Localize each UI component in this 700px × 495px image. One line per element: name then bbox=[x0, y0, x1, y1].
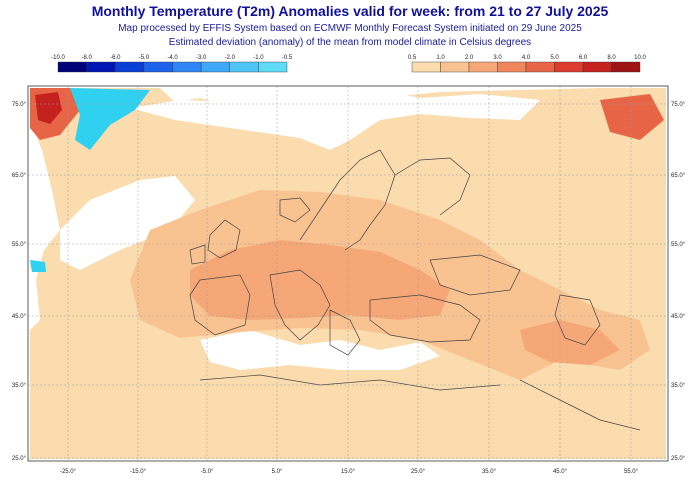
coastlines bbox=[189, 149, 641, 431]
lon-label: 25.0° bbox=[411, 469, 426, 475]
warm-scale-swatch bbox=[411, 61, 441, 73]
cold-scale-swatch bbox=[86, 61, 116, 73]
warm-scale-swatch bbox=[440, 61, 470, 73]
lat-label: 65.0° bbox=[671, 173, 686, 179]
anomaly-region-strong bbox=[190, 240, 450, 320]
warm-scale-label: 6.0 bbox=[579, 55, 588, 61]
cold-scale-label: -0.5 bbox=[282, 55, 293, 61]
cold-scale-swatch bbox=[172, 61, 202, 73]
cold-scale-swatch bbox=[57, 61, 87, 73]
warm-scale-swatch bbox=[611, 61, 641, 73]
lat-label: 25.0° bbox=[12, 456, 27, 462]
cold-scale-label: -1.0 bbox=[253, 55, 264, 61]
cold-scale-label: -6.0 bbox=[110, 55, 121, 61]
warm-scale-swatch bbox=[554, 61, 584, 73]
warm-scale-label: 1.0 bbox=[436, 55, 445, 61]
lat-label: 75.0° bbox=[12, 102, 27, 108]
lon-label: -15.0° bbox=[130, 469, 147, 475]
warm-scale-label: 10.0 bbox=[634, 55, 646, 61]
cold-scale-swatch bbox=[115, 61, 145, 73]
cold-scale-label: -10.0 bbox=[51, 55, 65, 61]
lat-label: 25.0° bbox=[671, 456, 686, 462]
anomaly-region-dark-greenland bbox=[35, 92, 62, 124]
cold-scale-label: -2.0 bbox=[225, 55, 236, 61]
graticule bbox=[28, 86, 668, 461]
map-subtitle-processing: Map processed by EFFIS System based on E… bbox=[118, 23, 582, 34]
lon-label: -5.0° bbox=[201, 469, 214, 475]
latitude-labels-right: 75.0° 65.0° 55.0° 45.0° 35.0° 25.0° bbox=[671, 102, 686, 462]
anomaly-region-cold-west bbox=[30, 260, 46, 272]
ocean-cutout-west bbox=[60, 176, 195, 270]
anomaly-map: -25.0° -15.0° -5.0° 5.0° 15.0° 25.0° 35.… bbox=[12, 85, 686, 475]
lat-label: 35.0° bbox=[671, 383, 686, 389]
anomaly-region-cold bbox=[70, 88, 150, 150]
cold-scale-swatch bbox=[229, 61, 259, 73]
warm-scale-label: 4.0 bbox=[522, 55, 531, 61]
lon-label: -25.0° bbox=[60, 469, 77, 475]
warm-scale-label: 0.5 bbox=[408, 55, 417, 61]
warm-scale-label: 8.0 bbox=[607, 55, 616, 61]
warm-scale-label: 2.0 bbox=[465, 55, 474, 61]
map-title: Monthly Temperature (T2m) Anomalies vali… bbox=[91, 3, 609, 19]
warm-scale-swatch bbox=[468, 61, 498, 73]
lon-label: 55.0° bbox=[624, 469, 639, 475]
ocean-cutout-north bbox=[130, 90, 540, 150]
anomaly-field bbox=[30, 88, 666, 459]
cold-anomaly-scale: -10.0 -8.0 -6.0 -5.0 -4.0 -3.0 -2.0 -1.0 -0.5 bbox=[51, 55, 293, 73]
warm-scale-label: 3.0 bbox=[493, 55, 502, 61]
cold-scale-label: -3.0 bbox=[196, 55, 207, 61]
lon-label: 35.0° bbox=[482, 469, 497, 475]
cold-scale-swatch bbox=[200, 61, 230, 73]
cold-scale-label: -4.0 bbox=[167, 55, 178, 61]
warm-scale-swatch bbox=[497, 61, 527, 73]
lat-label: 65.0° bbox=[12, 173, 27, 179]
warm-scale-swatch bbox=[582, 61, 612, 73]
lat-label: 45.0° bbox=[671, 314, 686, 320]
warm-scale-swatch bbox=[525, 61, 555, 73]
latitude-labels-left: 75.0° 65.0° 55.0° 45.0° 35.0° 25.0° bbox=[12, 102, 27, 462]
lat-label: 45.0° bbox=[12, 314, 27, 320]
lat-label: 35.0° bbox=[12, 383, 27, 389]
cold-scale-swatch bbox=[258, 61, 288, 73]
lat-label: 55.0° bbox=[671, 242, 686, 248]
cold-scale-label: -5.0 bbox=[139, 55, 150, 61]
ocean-cutout-med bbox=[200, 330, 440, 370]
lon-label: 5.0° bbox=[272, 469, 283, 475]
color-scale-legend: -10.0 -8.0 -6.0 -5.0 -4.0 -3.0 -2.0 -1.0 -0.5 0.… bbox=[51, 55, 646, 73]
warm-scale-label: 5.0 bbox=[550, 55, 559, 61]
cold-scale-swatch bbox=[143, 61, 173, 73]
lat-label: 55.0° bbox=[12, 242, 27, 248]
anomaly-region-east-hot bbox=[600, 94, 664, 140]
lat-label: 75.0° bbox=[671, 102, 686, 108]
longitude-labels: -25.0° -15.0° -5.0° 5.0° 15.0° 25.0° 35.… bbox=[60, 469, 639, 475]
map-subtitle-description: Estimated deviation (anomaly) of the mea… bbox=[168, 37, 532, 48]
lon-label: 45.0° bbox=[553, 469, 568, 475]
lon-label: 15.0° bbox=[341, 469, 356, 475]
warm-anomaly-scale: 0.5 1.0 2.0 3.0 4.0 5.0 6.0 8.0 10.0 bbox=[408, 55, 646, 73]
cold-scale-label: -8.0 bbox=[81, 55, 92, 61]
